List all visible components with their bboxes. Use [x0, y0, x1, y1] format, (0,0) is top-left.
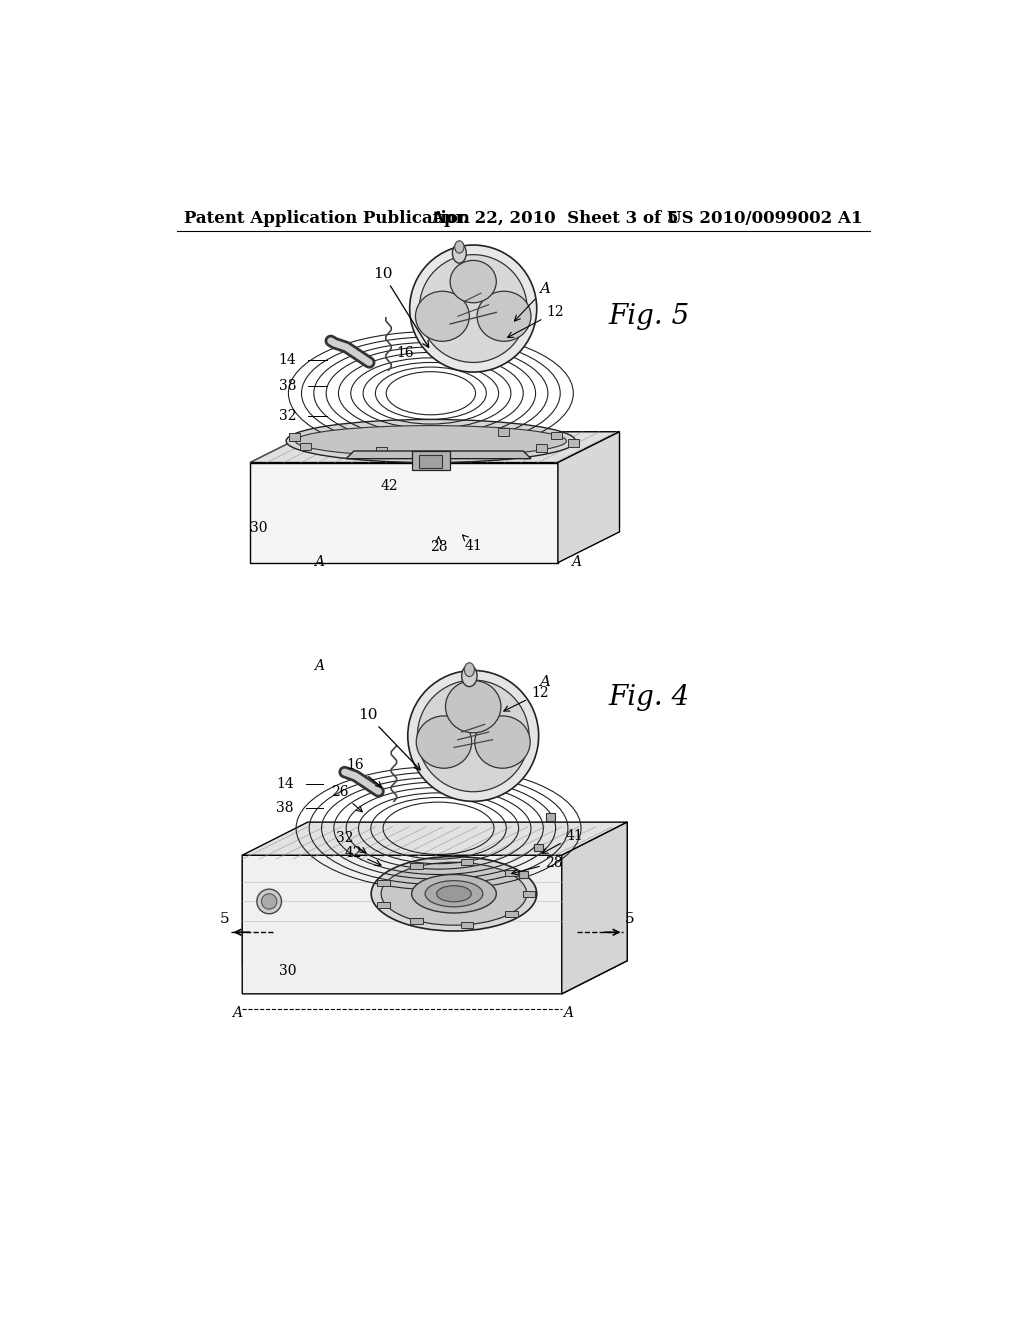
Text: Fig. 4: Fig. 4: [608, 684, 689, 711]
Polygon shape: [523, 891, 536, 896]
Ellipse shape: [453, 243, 466, 263]
Text: 32: 32: [336, 832, 366, 853]
Polygon shape: [568, 440, 579, 446]
Polygon shape: [461, 923, 473, 928]
Text: Fig. 5: Fig. 5: [608, 304, 689, 330]
Text: 16: 16: [396, 346, 414, 360]
Polygon shape: [537, 444, 547, 451]
Text: A: A: [571, 556, 581, 569]
Text: 12: 12: [508, 305, 564, 338]
Text: Patent Application Publication: Patent Application Publication: [184, 210, 470, 227]
Polygon shape: [243, 859, 562, 964]
Text: A: A: [539, 282, 550, 296]
Polygon shape: [290, 433, 300, 441]
Polygon shape: [377, 902, 389, 908]
Text: A: A: [232, 1006, 243, 1020]
Ellipse shape: [371, 857, 537, 931]
Text: 14: 14: [276, 777, 294, 792]
Polygon shape: [300, 442, 311, 450]
Polygon shape: [250, 432, 620, 462]
Text: 10: 10: [373, 267, 429, 347]
Text: A: A: [539, 675, 550, 689]
Text: 16: 16: [346, 758, 382, 787]
Text: 10: 10: [357, 708, 420, 770]
Text: 28: 28: [512, 855, 562, 875]
Polygon shape: [346, 451, 531, 459]
Text: 26: 26: [331, 785, 362, 812]
Polygon shape: [461, 859, 473, 866]
Text: 5: 5: [625, 912, 634, 927]
Ellipse shape: [416, 715, 472, 768]
Polygon shape: [518, 871, 528, 878]
Text: 14: 14: [279, 354, 296, 367]
Ellipse shape: [451, 260, 497, 302]
Ellipse shape: [408, 671, 539, 801]
Polygon shape: [419, 455, 442, 469]
Ellipse shape: [412, 875, 497, 913]
Ellipse shape: [462, 665, 477, 686]
Ellipse shape: [425, 880, 483, 907]
Polygon shape: [558, 432, 620, 562]
Ellipse shape: [445, 681, 501, 733]
Polygon shape: [535, 843, 544, 851]
Polygon shape: [411, 863, 423, 869]
Polygon shape: [411, 919, 423, 924]
Ellipse shape: [286, 420, 575, 462]
Polygon shape: [551, 432, 561, 440]
Polygon shape: [250, 462, 558, 562]
Text: 5: 5: [220, 912, 229, 927]
Text: US 2010/0099002 A1: US 2010/0099002 A1: [667, 210, 862, 227]
Ellipse shape: [261, 894, 276, 909]
Polygon shape: [243, 822, 628, 994]
Polygon shape: [546, 813, 555, 821]
Ellipse shape: [410, 246, 537, 372]
Text: 42: 42: [345, 846, 381, 866]
Polygon shape: [562, 822, 628, 994]
Ellipse shape: [475, 715, 530, 768]
Text: A: A: [563, 1006, 573, 1020]
Ellipse shape: [455, 240, 464, 253]
Text: Apr. 22, 2010  Sheet 3 of 5: Apr. 22, 2010 Sheet 3 of 5: [431, 210, 678, 227]
Ellipse shape: [419, 255, 527, 363]
Text: 30: 30: [280, 964, 297, 978]
Polygon shape: [562, 826, 628, 964]
Polygon shape: [498, 428, 509, 436]
Ellipse shape: [416, 292, 469, 342]
Ellipse shape: [436, 886, 471, 902]
Text: 12: 12: [504, 686, 549, 711]
Text: A: A: [313, 660, 324, 673]
Polygon shape: [243, 822, 628, 855]
Polygon shape: [412, 451, 451, 470]
Text: 38: 38: [276, 800, 294, 814]
Polygon shape: [243, 826, 628, 859]
Text: 32: 32: [279, 409, 296, 424]
Ellipse shape: [257, 890, 282, 913]
Ellipse shape: [464, 663, 474, 677]
Polygon shape: [505, 911, 517, 917]
Polygon shape: [505, 870, 517, 876]
Text: 41: 41: [463, 535, 482, 553]
Ellipse shape: [418, 680, 529, 792]
Ellipse shape: [477, 292, 531, 342]
Ellipse shape: [381, 862, 526, 925]
Ellipse shape: [295, 425, 566, 457]
Text: A: A: [313, 556, 324, 569]
Text: 41: 41: [542, 829, 584, 853]
Text: 42: 42: [381, 479, 398, 492]
Text: 28: 28: [430, 537, 447, 554]
Text: 38: 38: [279, 379, 296, 392]
Polygon shape: [377, 879, 389, 886]
Text: 30: 30: [250, 521, 267, 535]
Polygon shape: [376, 447, 387, 455]
